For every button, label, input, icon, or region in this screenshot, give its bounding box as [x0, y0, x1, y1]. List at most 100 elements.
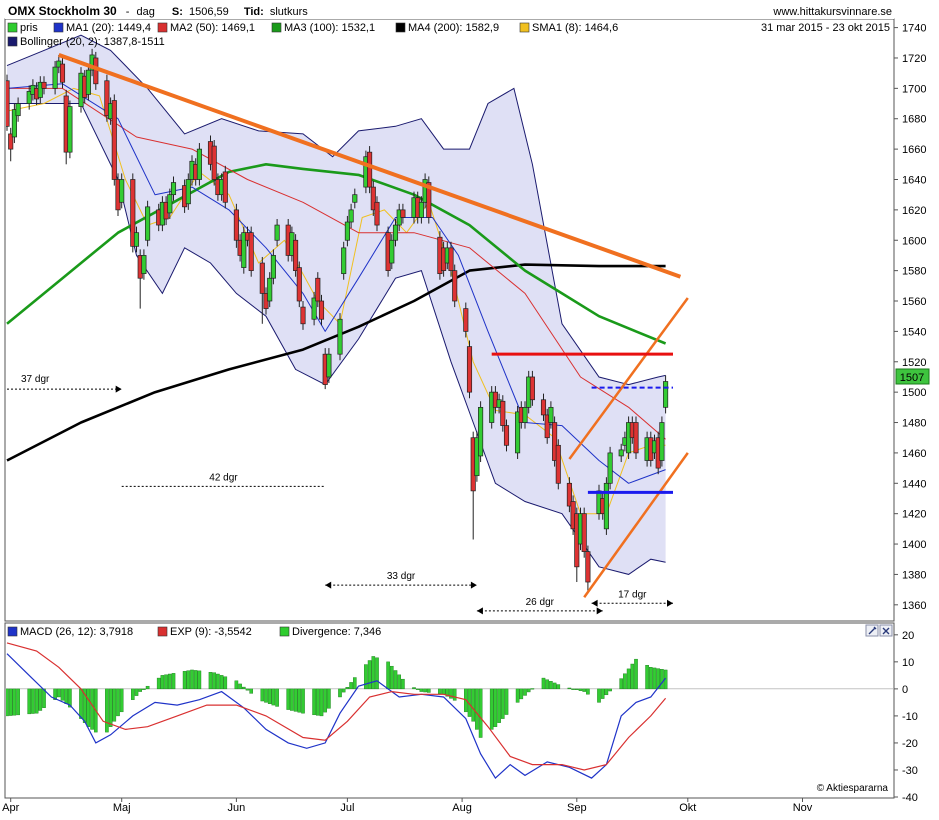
legend-macd: MACD (26, 12): 3,7918 EXP (9): -3,5542 Div… — [7, 626, 381, 638]
divergence-bar — [438, 688, 442, 695]
divergence-bar — [297, 688, 302, 713]
candle-body — [259, 262, 265, 294]
candle-body — [603, 482, 609, 530]
divergence-bar — [327, 688, 331, 709]
divergence-bar — [364, 664, 368, 690]
divergence-bar — [60, 688, 65, 701]
divergence-bar — [186, 670, 191, 690]
macd-series-macd-26-12- — [6, 653, 667, 780]
candle-body — [211, 145, 217, 180]
candle-body — [540, 399, 547, 416]
divergence-bar — [504, 688, 509, 715]
candle-body — [515, 411, 521, 454]
divergence-bar — [34, 688, 39, 714]
candle-body — [145, 206, 151, 241]
divergence-bar — [216, 673, 220, 690]
day-range-label: 42 dgr — [209, 472, 238, 483]
divergence-bar — [526, 688, 531, 693]
candle-body — [466, 346, 473, 393]
x-tick-label: Maj — [113, 802, 131, 814]
divergence-bar — [338, 688, 342, 698]
macd-plot — [6, 642, 893, 780]
candle-body — [352, 194, 358, 203]
divergence-bar — [604, 688, 609, 696]
line-channel — [583, 452, 689, 598]
macd-panel-frame — [4, 622, 895, 799]
header-bar — [5, 3, 894, 19]
legend-label: MA4 (200): 1582,9 — [408, 22, 499, 34]
divergence-bar — [578, 688, 583, 691]
divergence-bar — [130, 688, 135, 700]
day-range-arrow — [115, 385, 122, 393]
divergence-bar — [167, 673, 172, 690]
line-trend — [58, 53, 682, 279]
divergence-bar — [138, 688, 143, 692]
candle-body — [241, 232, 247, 268]
site-url[interactable]: www.hittakursvinnare.se — [772, 6, 892, 18]
divergence-bar — [275, 688, 279, 707]
divergence-bar — [12, 688, 17, 716]
candle-body — [119, 179, 125, 203]
candle-body — [167, 194, 173, 214]
divergence-bar — [223, 676, 228, 690]
legend-label: Bollinger (20, 2): 1387,8-1511 — [20, 36, 165, 48]
divergence-bar — [353, 677, 357, 690]
divergence-bar — [38, 688, 43, 711]
price-tick-label: 1440 — [902, 478, 926, 490]
candle-body — [233, 209, 239, 241]
x-tick-label: Jul — [340, 802, 354, 814]
divergence-bar — [501, 688, 505, 719]
divergence-bar — [238, 683, 242, 690]
divergence-bar — [142, 688, 146, 690]
macd-tick-label: 10 — [902, 657, 914, 669]
candle-body — [222, 171, 228, 203]
close-panel-icon[interactable] — [879, 624, 893, 637]
divergence-bar — [493, 688, 498, 727]
day-range-label: 37 dgr — [21, 374, 50, 385]
divergence-bar — [323, 688, 328, 713]
candle-body — [133, 232, 140, 247]
divergence-bar — [79, 688, 83, 719]
divergence-bar — [345, 687, 350, 690]
candle-body — [15, 103, 21, 117]
candle-body — [59, 63, 66, 83]
divergence-bar — [393, 670, 398, 690]
series-ma1-20- — [6, 83, 666, 484]
divergence-bar — [208, 672, 213, 690]
watermark: © Aktiespararna — [817, 783, 889, 794]
divergence-bar — [16, 688, 20, 716]
line-channel — [568, 297, 689, 460]
divergence-bar — [271, 688, 276, 706]
divergence-bar — [241, 686, 246, 690]
macd-tick-label: 20 — [902, 630, 914, 642]
candle-body — [337, 318, 343, 355]
candle-body — [618, 449, 624, 457]
legend-swatch — [157, 626, 168, 637]
price-tick-label: 1720 — [902, 53, 926, 65]
divergence-bar — [64, 688, 68, 704]
divergence-bar — [293, 688, 298, 712]
divergence-bar — [286, 688, 291, 710]
price-badge-label: 1507 — [900, 372, 924, 384]
divergence-bar — [626, 668, 631, 690]
divergence-bar — [552, 682, 557, 690]
legend-label: MA2 (50): 1469,1 — [170, 22, 255, 34]
legend-label: pris — [20, 22, 38, 34]
series-ma3-100- — [6, 163, 667, 345]
divergence-bar — [301, 688, 305, 714]
day-range-arrow — [591, 599, 598, 607]
candle-body — [370, 186, 376, 211]
candle-body — [300, 306, 306, 325]
price-tick-label: 1540 — [902, 326, 926, 338]
day-range-arrow — [596, 607, 603, 615]
candle-body — [274, 224, 280, 241]
divergence-bar — [530, 688, 535, 690]
divergence-bar — [419, 688, 424, 692]
candle-body — [8, 133, 14, 150]
x-tick-label: Nov — [793, 802, 813, 814]
candle-body — [659, 422, 665, 461]
legend-swatch — [279, 626, 290, 637]
settings-wrench-icon[interactable] — [865, 624, 879, 637]
candle-body — [474, 437, 480, 477]
legend-label: SMA1 (8): 1464,6 — [532, 22, 618, 34]
